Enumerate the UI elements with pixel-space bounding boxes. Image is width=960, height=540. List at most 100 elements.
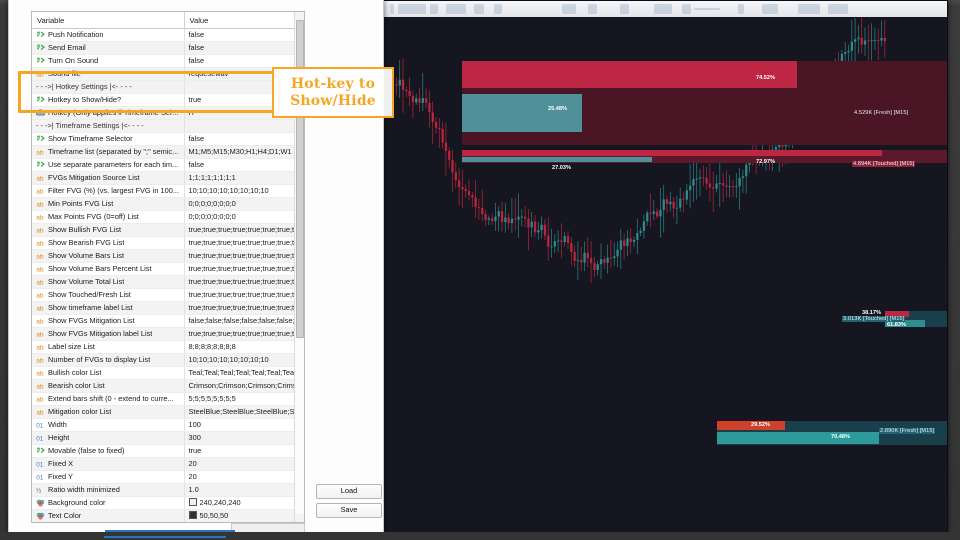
- table-row[interactable]: 01 Width 100: [32, 418, 304, 432]
- table-row[interactable]: Send Email false: [32, 41, 304, 55]
- table-row[interactable]: 01 Height 300: [32, 431, 304, 445]
- table-row[interactable]: ab Show FVGs Mitigation List false;false;f…: [32, 314, 304, 328]
- property-value-cell[interactable]: 1.0: [184, 483, 304, 497]
- property-value-cell[interactable]: 50,50,50: [184, 509, 304, 522]
- toolbar-icon-12[interactable]: [738, 4, 744, 14]
- table-row[interactable]: Movable (false to fixed) true: [32, 444, 304, 458]
- table-row[interactable]: ab Number of FVGs to display List 10;10;10…: [32, 353, 304, 367]
- toolbar-icon-8[interactable]: [588, 4, 597, 14]
- property-value-cell[interactable]: [184, 119, 304, 133]
- table-row[interactable]: 01 Fixed X 20: [32, 457, 304, 471]
- table-row[interactable]: ab Show Bearish FVG List true;true;true;tr…: [32, 236, 304, 250]
- property-value-cell[interactable]: M1;M5;M15;M30;H1;H4;D1;W1: [184, 145, 304, 159]
- property-value-cell[interactable]: SteelBlue;SteelBlue;SteelBlue;SteelBlue;…: [184, 405, 304, 419]
- load-button[interactable]: Load: [316, 484, 382, 499]
- toolbar-icon-10[interactable]: [654, 4, 672, 14]
- table-row[interactable]: ab Extend bars shift (0 - extend to curre…: [32, 392, 304, 406]
- table-row[interactable]: ab Min Points FVG List 0;0;0;0;0;0;0;0: [32, 197, 304, 211]
- property-value-cell[interactable]: true;true;true;true;true;true;true;true: [184, 327, 304, 341]
- table-row[interactable]: ab Timeframe list (separated by ";" semic…: [32, 145, 304, 159]
- scroll-up-arrow-icon[interactable]: [295, 12, 304, 20]
- toolbar-icon-9[interactable]: [620, 4, 629, 14]
- property-value-cell[interactable]: true;true;true;true;true;true;true;true: [184, 275, 304, 289]
- table-row[interactable]: ab Bearish color List Crimson;Crimson;Crim…: [32, 379, 304, 393]
- table-row[interactable]: Use separate parameters for each tim... f…: [32, 158, 304, 172]
- table-row[interactable]: ab Sound file request.wav: [32, 67, 304, 81]
- scroll-down-arrow-icon[interactable]: [295, 514, 304, 522]
- table-row[interactable]: ab Show Bullish FVG List true;true;true;tr…: [32, 223, 304, 237]
- table-row[interactable]: ab Mitigation color List SteelBlue;SteelBl…: [32, 405, 304, 419]
- property-value-cell[interactable]: 240,240,240: [184, 496, 304, 510]
- toolbar-icon-3[interactable]: [430, 4, 438, 14]
- property-value-cell[interactable]: true;true;true;true;true;true;true;true: [184, 236, 304, 250]
- property-value-cell[interactable]: true;true;true;true;true;true;true;true: [184, 288, 304, 302]
- property-value-cell[interactable]: false;false;false;false;false;false;fals…: [184, 314, 304, 328]
- table-row[interactable]: ab Show Volume Bars Percent List true;true…: [32, 262, 304, 276]
- toolbar-slider[interactable]: [694, 8, 720, 10]
- scrollbar-thumb[interactable]: [296, 20, 304, 338]
- toolbar-icon-7[interactable]: [562, 4, 576, 14]
- table-row[interactable]: ½ Ratio width minimized 1.0: [32, 483, 304, 497]
- property-value-cell[interactable]: true;true;true;true;true;true;true;true: [184, 249, 304, 263]
- table-row[interactable]: ab Show Touched/Fresh List true;true;true;…: [32, 288, 304, 302]
- toolbar-icon-11[interactable]: [682, 4, 691, 14]
- property-value-cell[interactable]: 100: [184, 418, 304, 432]
- property-value-cell[interactable]: true;true;true;true;true;true;true;true: [184, 262, 304, 276]
- table-row[interactable]: ab Filter FVG (%) (vs. largest FVG in 100…: [32, 184, 304, 198]
- grid-vertical-scrollbar[interactable]: [294, 12, 304, 522]
- table-row[interactable]: Hotkey (Only applies if Timeframe Sele..…: [32, 106, 304, 120]
- toolbar-icon-14[interactable]: [798, 4, 820, 14]
- property-value-cell[interactable]: 10;10;10;10;10;10;10;10: [184, 353, 304, 367]
- property-value-cell[interactable]: 20: [184, 470, 304, 484]
- table-row[interactable]: - - ->| Hotkey Settings |<- - - -: [32, 80, 304, 94]
- property-value-cell[interactable]: 0;0;0;0;0;0;0;0: [184, 197, 304, 211]
- table-row[interactable]: ab Bullish color List Teal;Teal;Teal;Teal;…: [32, 366, 304, 380]
- property-value-cell[interactable]: false: [184, 158, 304, 172]
- table-row[interactable]: ab Show timeframe label List true;true;tru…: [32, 301, 304, 315]
- property-value-cell[interactable]: true;true;true;true;true;true;true;true: [184, 301, 304, 315]
- toolbar-icon-13[interactable]: [762, 4, 778, 14]
- property-name-label: Number of FVGs to display List: [48, 355, 151, 364]
- property-value-cell[interactable]: 1;1;1;1;1;1;1;1: [184, 171, 304, 185]
- table-row[interactable]: ab FVGs Mitigation Source List 1;1;1;1;1;1…: [32, 171, 304, 185]
- toolbar-icon-2[interactable]: [398, 4, 426, 14]
- property-name-cell: ½ Ratio width minimized: [32, 483, 185, 497]
- table-row[interactable]: ab Show Volume Bars List true;true;true;tr…: [32, 249, 304, 263]
- table-row[interactable]: ab Show Volume Total List true;true;true;t…: [32, 275, 304, 289]
- property-value-cell[interactable]: 0;0;0;0;0;0;0;0: [184, 210, 304, 224]
- table-row[interactable]: ab Label size List 8;8;8;8;8;8;8;8: [32, 340, 304, 354]
- toolbar-icon-5[interactable]: [474, 4, 484, 14]
- property-value-cell[interactable]: false: [184, 54, 304, 68]
- property-value-cell[interactable]: Teal;Teal;Teal;Teal;Teal;Teal;Teal;Teal: [184, 366, 304, 380]
- save-button[interactable]: Save: [316, 503, 382, 518]
- table-row[interactable]: ab Max Points FVG (0=off) List 0;0;0;0;0;0…: [32, 210, 304, 224]
- property-value-cell[interactable]: 20: [184, 457, 304, 471]
- table-row[interactable]: Turn On Sound false: [32, 54, 304, 68]
- toolbar-icon-4[interactable]: [446, 4, 466, 14]
- table-row[interactable]: - - ->| Timeframe Settings |<- - - -: [32, 119, 304, 133]
- toolbar-icon-6[interactable]: [494, 4, 502, 14]
- property-value-cell[interactable]: 300: [184, 431, 304, 445]
- property-value-cell[interactable]: false: [184, 132, 304, 146]
- property-value-cell[interactable]: false: [184, 41, 304, 55]
- table-row[interactable]: Text Color 50,50,50: [32, 509, 304, 522]
- property-value-cell[interactable]: 8;8;8;8;8;8;8;8: [184, 340, 304, 354]
- chart-toolbar[interactable]: [384, 1, 947, 18]
- toolbar-icon-15[interactable]: [828, 4, 848, 14]
- preset-combobox[interactable]: [231, 523, 305, 532]
- property-value-cell[interactable]: true: [184, 444, 304, 458]
- table-row[interactable]: ab Show FVGs Mitigation label List true;tr…: [32, 327, 304, 341]
- property-value-cell[interactable]: true;true;true;true;true;true;true;true: [184, 223, 304, 237]
- property-value-cell[interactable]: Crimson;Crimson;Crimson;Crimson;Crimso..…: [184, 379, 304, 393]
- table-row[interactable]: Show Timeframe Selector false: [32, 132, 304, 146]
- chart-canvas[interactable]: 74.52% 25.48% 4.529K [Fresh] [M15] 72.97…: [384, 17, 947, 535]
- property-value-cell[interactable]: 10;10;10;10;10;10;10;10: [184, 184, 304, 198]
- properties-grid[interactable]: Variable Value Push Notification false Sen…: [31, 11, 305, 523]
- table-row[interactable]: Push Notification false: [32, 28, 304, 42]
- table-row[interactable]: Hotkey to Show/Hide? true: [32, 93, 304, 107]
- table-row[interactable]: 01 Fixed Y 20: [32, 470, 304, 484]
- property-value-cell[interactable]: 5;5;5;5;5;5;5;5: [184, 392, 304, 406]
- toolbar-icon-1[interactable]: [390, 4, 394, 14]
- property-value-cell[interactable]: false: [184, 28, 304, 42]
- table-row[interactable]: Background color 240,240,240: [32, 496, 304, 510]
